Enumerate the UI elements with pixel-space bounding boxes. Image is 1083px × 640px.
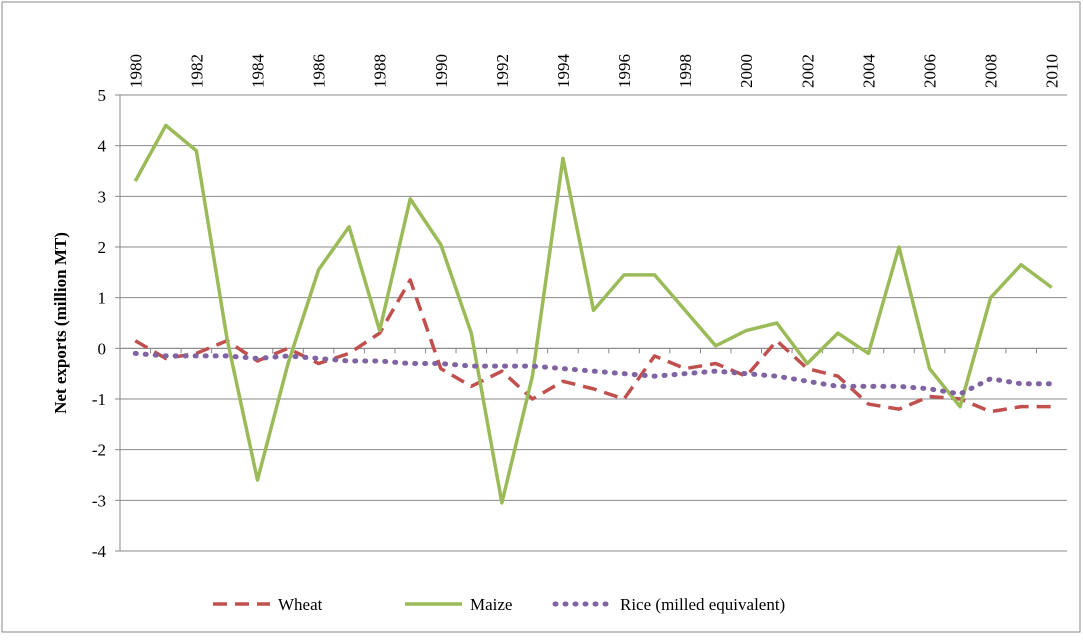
series-line <box>133 123 1053 505</box>
y-tick-label: 5 <box>98 86 107 105</box>
y-tick-label: 1 <box>98 289 107 308</box>
y-tick-label: 2 <box>98 238 107 257</box>
y-axis-label: Net exports (million MT) <box>51 232 70 414</box>
x-tick-label: 1982 <box>187 54 206 88</box>
x-tick-label: 1980 <box>126 54 145 88</box>
x-tick-label: 2000 <box>737 54 756 88</box>
y-tick-label: 0 <box>98 339 107 358</box>
x-tick-label: 1994 <box>554 54 573 89</box>
x-tick-label: 1996 <box>615 54 634 88</box>
x-tick-label: 1990 <box>432 54 451 88</box>
y-tick-label: -2 <box>92 441 106 460</box>
x-tick-label: 2010 <box>1043 54 1062 88</box>
y-tick-label: -3 <box>92 491 106 510</box>
legend-label: Maize <box>470 595 512 614</box>
x-tick-label: 2006 <box>921 54 940 88</box>
y-tick-label: 3 <box>98 187 107 206</box>
x-tick-label: 2004 <box>859 54 878 89</box>
x-tick-label: 1988 <box>371 54 390 88</box>
y-tick-label: 4 <box>98 137 107 156</box>
x-tick-label: 1984 <box>248 54 267 89</box>
x-tick-label: 2008 <box>982 54 1001 88</box>
x-tick-label: 1998 <box>676 54 695 88</box>
legend-label: Wheat <box>278 595 323 614</box>
x-tick-label: 2002 <box>798 54 817 88</box>
series-line <box>134 278 1052 414</box>
x-tick-label: 1992 <box>493 54 512 88</box>
legend-label: Rice (milled equivalent) <box>620 595 785 614</box>
series-line <box>132 350 1055 397</box>
y-tick-label: -1 <box>92 390 106 409</box>
x-tick-label: 1986 <box>310 54 329 88</box>
y-tick-label: -4 <box>92 542 107 561</box>
